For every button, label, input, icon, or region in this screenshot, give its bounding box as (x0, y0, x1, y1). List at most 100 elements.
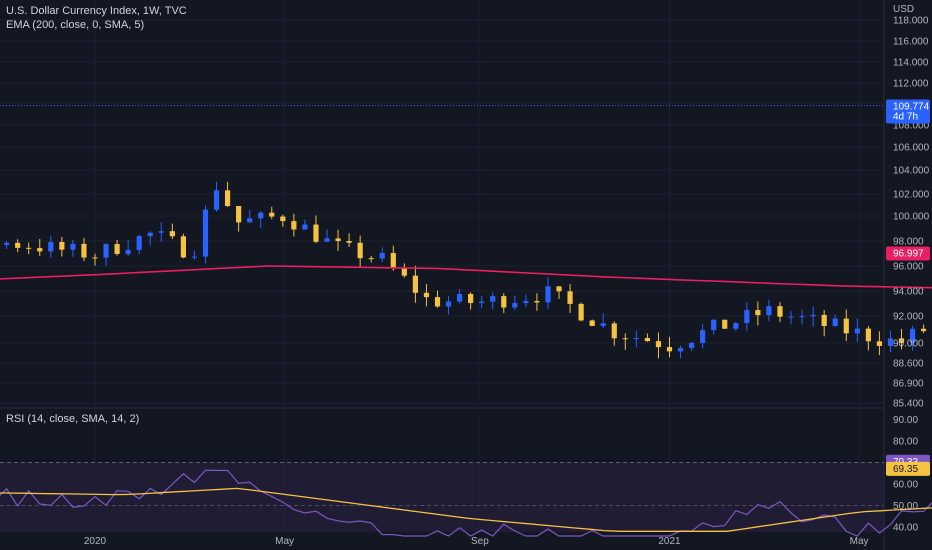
candle-down (346, 241, 352, 243)
candle-up (788, 316, 794, 318)
candle-down (280, 216, 286, 222)
price-tick-label: 88.600 (893, 359, 924, 370)
candle-down (921, 328, 927, 332)
rsi-tick-label: 40.00 (893, 523, 918, 534)
candle-down (578, 303, 584, 321)
candle-up (523, 301, 529, 304)
candle-up (48, 241, 54, 252)
candle-down (722, 319, 728, 329)
last-price-tag-bg (886, 99, 930, 124)
candle-down (390, 252, 396, 268)
candle-down (26, 247, 32, 249)
candle-up (744, 310, 750, 324)
rsi-tick-label: 50.00 (893, 501, 918, 512)
x-tick-label: May (275, 536, 294, 547)
candle-down (81, 243, 87, 258)
candle-up (832, 318, 838, 327)
candle-down (169, 231, 175, 237)
price-tick-label: 116.000 (893, 37, 929, 48)
candle-up (854, 328, 860, 334)
candle-down (865, 328, 871, 342)
candle-up (887, 338, 894, 346)
candle-down (180, 236, 186, 258)
price-tick-label: 86.900 (893, 379, 924, 390)
candle-down (556, 286, 562, 292)
candle-down (15, 242, 21, 248)
candle-up (125, 249, 131, 254)
candle-down (755, 310, 761, 316)
ema-legend[interactable]: EMA (200, close, 0, SMA, 5) (6, 19, 145, 31)
rsi-tick-label: 80.00 (893, 437, 918, 448)
candle-up (490, 296, 496, 302)
candle-up (700, 330, 706, 343)
candle-down (236, 205, 242, 223)
candle-up (512, 303, 518, 308)
rsi-band (0, 462, 884, 532)
candle-up (909, 328, 916, 343)
candle-up (600, 323, 606, 326)
x-tick-label: May (850, 536, 869, 547)
rsi-tick-label: 90.00 (893, 415, 918, 426)
price-tick-label: 106.000 (893, 143, 930, 154)
ema-value-tag-label: 96.997 (893, 249, 924, 260)
candle-down (843, 318, 849, 334)
price-tick-label: 118.000 (893, 16, 929, 27)
candle-down (412, 275, 418, 293)
candle-down (898, 338, 905, 343)
candle-up (4, 242, 10, 245)
candle-up (379, 252, 385, 259)
candle-up (766, 306, 772, 316)
candle-up (202, 209, 209, 257)
currency-label: USD (893, 4, 914, 15)
candle-up (545, 286, 551, 303)
price-tick-label: 114.000 (893, 58, 929, 69)
x-tick-label: 2021 (658, 536, 681, 547)
candle-down (313, 224, 319, 242)
candle-up (810, 314, 816, 317)
candle-down (59, 241, 65, 250)
rsi-ma-line (0, 487, 932, 532)
candle-down (368, 258, 374, 260)
ema-line (0, 265, 932, 289)
price-tick-label: 96.000 (893, 262, 924, 273)
indicator-overlays (0, 104, 932, 537)
candle-down (777, 306, 783, 317)
candle-down (423, 292, 430, 298)
rsi-tick-label: 60.00 (893, 480, 918, 491)
candle-up (688, 342, 695, 348)
candle-up (136, 236, 142, 250)
candle-up (147, 232, 153, 237)
candle-down (655, 341, 662, 348)
price-tick-label: 92.000 (893, 312, 924, 323)
candle-down (224, 190, 231, 206)
candle-down (357, 242, 363, 259)
candle-up (213, 190, 220, 210)
price-legend-title[interactable]: U.S. Dollar Currency Index, 1W, TVC (6, 5, 187, 17)
candle-down (401, 267, 407, 276)
price-tick-label: 112.000 (893, 79, 929, 90)
price-tick-label: 104.000 (893, 166, 930, 177)
candle-down (92, 257, 98, 259)
price-tick-label: 108.000 (893, 121, 930, 132)
candle-down (534, 301, 540, 303)
ema-value-tag-bg (886, 246, 930, 261)
candle-up (711, 319, 717, 331)
price-tick-label: 98.000 (893, 237, 924, 248)
x-tick-label: 2020 (84, 536, 107, 547)
price-tick-label: 100.000 (893, 212, 930, 223)
candle-down (37, 248, 43, 252)
candle-up (324, 238, 330, 242)
rsi-legend[interactable]: RSI (14, close, SMA, 14, 2) (6, 413, 140, 425)
candle-down (821, 314, 827, 327)
candle-up (191, 256, 198, 258)
candlestick-series (4, 181, 927, 359)
candle-up (633, 338, 639, 340)
candle-down (611, 323, 617, 339)
candle-up (258, 212, 264, 219)
candle-up (302, 224, 308, 230)
candle-down (335, 238, 341, 242)
candle-down (876, 341, 883, 346)
price-tick-label: 85.400 (893, 399, 924, 410)
